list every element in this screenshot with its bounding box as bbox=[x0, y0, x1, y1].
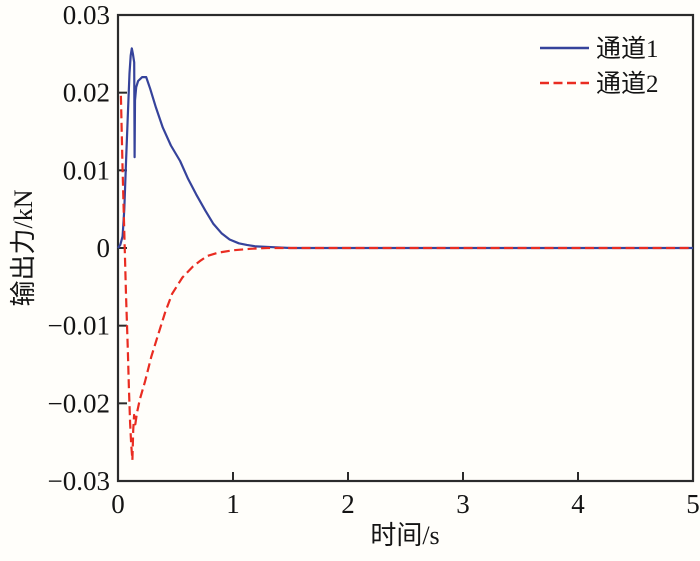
x-tick-label: 4 bbox=[571, 489, 585, 519]
y-tick-label: −0.01 bbox=[48, 311, 110, 341]
axis-tick-labels: 0 1 2 3 4 5 0.03 0.02 0.01 0 −0.01 −0.02 −0.03 bbox=[48, 0, 700, 519]
y-tick-label: 0.03 bbox=[63, 0, 110, 30]
x-tick-label: 3 bbox=[456, 489, 470, 519]
series-curve-2 bbox=[119, 95, 693, 462]
axis-ticks bbox=[118, 91, 579, 481]
y-tick-label: −0.03 bbox=[48, 466, 110, 496]
y-tick-label: 0.02 bbox=[63, 78, 110, 108]
legend-label-channel1: 通道1 bbox=[596, 35, 659, 63]
y-tick-label: 0 bbox=[97, 233, 111, 263]
x-axis-title: 时间/s bbox=[370, 521, 439, 550]
legend: 通道1 通道2 bbox=[540, 35, 659, 98]
data-series bbox=[117, 47, 693, 462]
y-tick-label: −0.02 bbox=[48, 388, 110, 418]
legend-label-channel2: 通道2 bbox=[596, 70, 659, 98]
x-tick-label: 2 bbox=[341, 489, 355, 519]
y-axis-title: 输出力/kN bbox=[9, 189, 38, 306]
x-tick-label: 5 bbox=[686, 489, 700, 519]
y-tick-label: 0.01 bbox=[63, 155, 110, 185]
x-tick-label: 1 bbox=[226, 489, 240, 519]
x-tick-label: 0 bbox=[111, 489, 125, 519]
